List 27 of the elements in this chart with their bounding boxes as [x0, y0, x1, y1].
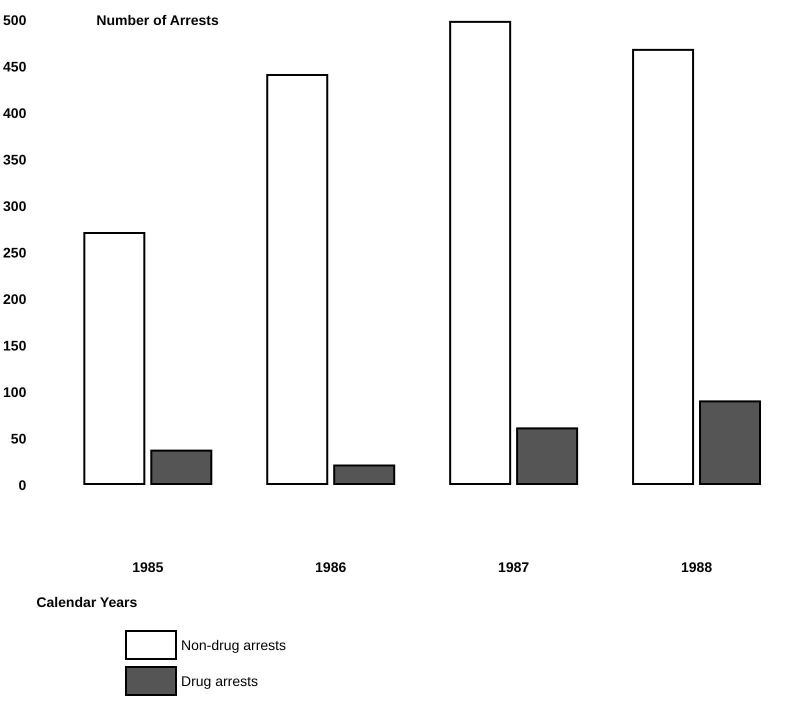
x-tick-label: 1986 — [315, 559, 347, 575]
bar — [516, 427, 578, 485]
bar — [150, 450, 212, 485]
y-tick-label: 300 — [3, 198, 27, 214]
y-axis-title: Number of Arrests — [96, 12, 219, 28]
legend-label: Drug arrests — [181, 673, 258, 689]
bar — [449, 20, 512, 485]
bar — [83, 232, 146, 485]
x-tick-label: 1988 — [680, 559, 712, 575]
x-tick-label: 1985 — [132, 559, 164, 575]
y-tick-label: 350 — [3, 152, 27, 168]
bar — [333, 464, 396, 485]
bar — [699, 400, 762, 485]
y-tick-label: 400 — [3, 105, 27, 121]
y-tick-label: 250 — [3, 244, 27, 260]
x-axis-title: Calendar Years — [36, 594, 138, 610]
y-tick-label: 150 — [3, 338, 27, 354]
y-tick-label: 450 — [3, 58, 27, 74]
bar — [632, 48, 694, 485]
y-tick-label: 50 — [10, 430, 27, 446]
y-tick-label: 500 — [3, 12, 27, 28]
x-tick-label: 1987 — [498, 559, 530, 575]
legend-label: Non-drug arrests — [181, 637, 286, 653]
y-tick-label: 200 — [3, 291, 27, 307]
y-tick-label: 0 — [18, 477, 27, 493]
y-tick-label: 100 — [3, 384, 27, 400]
bar — [266, 74, 328, 485]
